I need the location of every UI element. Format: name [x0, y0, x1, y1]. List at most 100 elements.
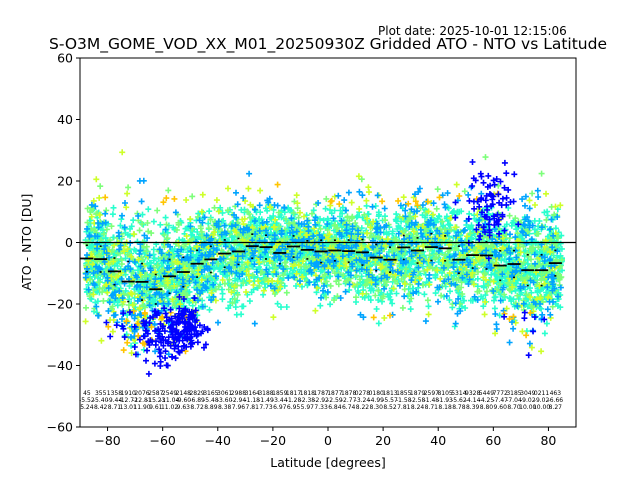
bin-stat-label: -5.40 [93, 397, 109, 404]
bin-stat-label: 9.61 [149, 404, 163, 411]
bin-stat-label: 8105 [437, 390, 452, 397]
x-tick-label: −40 [205, 433, 231, 448]
x-tick-label: 40 [430, 433, 446, 448]
bin-stat-label: 1818 [300, 390, 315, 397]
bin-stat-label: 2076 [134, 390, 149, 397]
bin-stat-label: 7.33 [314, 404, 328, 411]
y-tick-label: 40 [57, 112, 73, 127]
bin-stat-label: 1878 [341, 390, 356, 397]
plot-date: Plot date: 2025-10-01 12:15:06 [378, 24, 567, 38]
y-tick-label: 60 [57, 51, 73, 66]
bin-stat-label: -1.58 [396, 397, 412, 404]
bin-stat-label: 1877 [327, 390, 342, 397]
bin-stat-label: -2.38 [300, 397, 316, 404]
x-tick-label: −60 [149, 433, 175, 448]
bin-stat-label: 2549 [162, 390, 177, 397]
bin-stat-label: -5.57 [382, 397, 398, 404]
bin-stat-label: 3188 [258, 390, 273, 397]
bin-stat-label: -2.58 [410, 397, 426, 404]
bin-stat-label: 7772 [493, 390, 508, 397]
bin-stat-label: 2148 [176, 390, 191, 397]
x-tick-label: −20 [260, 433, 286, 448]
bin-stat-label: 8.27 [549, 404, 563, 411]
bin-stat-label: -1.49 [258, 397, 274, 404]
bin-stat-label: -9.44 [107, 397, 123, 404]
x-tick-label: 80 [540, 433, 556, 448]
y-tick-label: −20 [47, 297, 73, 312]
bin-stat-label: 11.90 [133, 404, 150, 411]
y-tick-label: 0 [65, 235, 73, 250]
bin-stat-label: 1787 [313, 390, 328, 397]
x-tick-label: 20 [375, 433, 391, 448]
bin-stat-label: -9.60 [176, 397, 192, 404]
bin-stat-label: 2597 [424, 390, 439, 397]
bin-stat-label: 11.02 [161, 404, 178, 411]
bin-stat-label: 7.73 [259, 404, 273, 411]
bin-stat-label: 6.84 [328, 404, 342, 411]
x-tick-label: 60 [485, 433, 501, 448]
bin-stat-label: 6.74 [342, 404, 356, 411]
bin-stat-label: -4.99 [368, 397, 384, 404]
bin-stat-label: -2.59 [327, 397, 343, 404]
bin-stat-label: -7.47 [492, 397, 508, 404]
bin-stat-label: 10.00 [519, 404, 536, 411]
bin-stat-label: -15.23 [146, 397, 166, 404]
bin-stat-label: 5.97 [301, 404, 315, 411]
bin-stat-label: 6.97 [273, 404, 287, 411]
y-tick-label: −40 [47, 358, 73, 373]
bin-stat-label: -3.24 [355, 397, 371, 404]
bin-stat-label: -5.62 [451, 397, 467, 404]
bin-stat-label: -3.60 [217, 397, 233, 404]
bin-stat-label: -5.52 [79, 397, 95, 404]
bin-stat-label: 1859 [272, 390, 287, 397]
bin-stat-label: 8.70 [507, 404, 521, 411]
bin-stat-label: 3061 [217, 390, 232, 397]
bin-stat-label: 10.00 [533, 404, 550, 411]
bin-stat-label: 5.24 [80, 404, 94, 411]
bin-stat-label: -6.66 [548, 397, 564, 404]
y-axis-label: ATO - NTO [DU] [19, 194, 34, 291]
bin-stat-label: 3185 [506, 390, 521, 397]
bin-stat-label: -12.81 [132, 397, 152, 404]
x-axis-label: Latitude [degrees] [270, 455, 386, 470]
bin-stat-label: 8.22 [356, 404, 370, 411]
bin-stat-label: 2587 [148, 390, 163, 397]
bin-stat-label: -4.25 [479, 397, 495, 404]
mean-bars [80, 245, 562, 291]
bin-stat-label: 8.72 [190, 404, 204, 411]
bin-stat-label: 9.63 [177, 404, 191, 411]
bin-stat-label: 8.30 [370, 404, 384, 411]
bin-stat-label: 1855 [396, 390, 411, 397]
bin-stat-label: 8.52 [383, 404, 397, 411]
bin-stat-label: -11.04 [160, 397, 180, 404]
bin-stat-label: 45 [83, 390, 91, 397]
bin-stat-label: 1813 [382, 390, 397, 397]
y-tick-label: 20 [57, 174, 73, 189]
bin-stat-label: 9328 [465, 390, 480, 397]
y-tick-label: −60 [47, 420, 73, 435]
bin-stat-label: -2.94 [231, 397, 247, 404]
bin-stat-label: -6.89 [189, 397, 205, 404]
bin-stat-label: 13.01 [120, 404, 137, 411]
bin-stat-label: -2.77 [341, 397, 357, 404]
bin-stat-label: -1.18 [244, 397, 260, 404]
bin-stat-label: 6.95 [287, 404, 301, 411]
x-tick-label: −80 [94, 433, 120, 448]
y-axis-ticks: −60 −40 −20 0 20 40 60 [47, 51, 80, 435]
bin-stat-label: -1.93 [437, 397, 453, 404]
bin-stat-label: 3049 [520, 390, 535, 397]
bin-stat-label: 1817 [286, 390, 301, 397]
bin-stat-label: 9.60 [494, 404, 508, 411]
bin-stat-label: 8.42 [94, 404, 108, 411]
bin-stat-label: 1879 [410, 390, 425, 397]
bin-stat-label: -1.28 [286, 397, 302, 404]
x-axis-ticks: −80 −60 −40 −20 0 20 40 60 80 [94, 427, 556, 448]
scatter-marker-group [103, 159, 548, 377]
bin-stat-label: 8.89 [204, 404, 218, 411]
bin-stat-label: 5314 [451, 390, 466, 397]
bin-stat-label: 0180 [369, 390, 384, 397]
bin-stat-label: 5449 [479, 390, 494, 397]
bin-stats: 45-5.525.24355-5.408.421358-9.448.711910… [79, 390, 563, 411]
bin-stat-label: -4.14 [465, 397, 481, 404]
